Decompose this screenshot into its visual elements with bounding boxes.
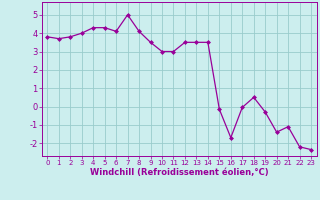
X-axis label: Windchill (Refroidissement éolien,°C): Windchill (Refroidissement éolien,°C)	[90, 168, 268, 177]
